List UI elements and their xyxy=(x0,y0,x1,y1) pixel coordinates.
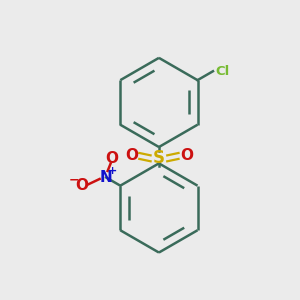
Text: S: S xyxy=(153,149,165,167)
Text: N: N xyxy=(100,170,112,185)
Text: Cl: Cl xyxy=(215,65,230,78)
Text: O: O xyxy=(106,151,118,166)
Text: O: O xyxy=(125,148,138,164)
Text: −: − xyxy=(68,174,79,187)
Text: O: O xyxy=(180,148,193,164)
Text: +: + xyxy=(108,166,117,176)
Text: O: O xyxy=(75,178,88,193)
